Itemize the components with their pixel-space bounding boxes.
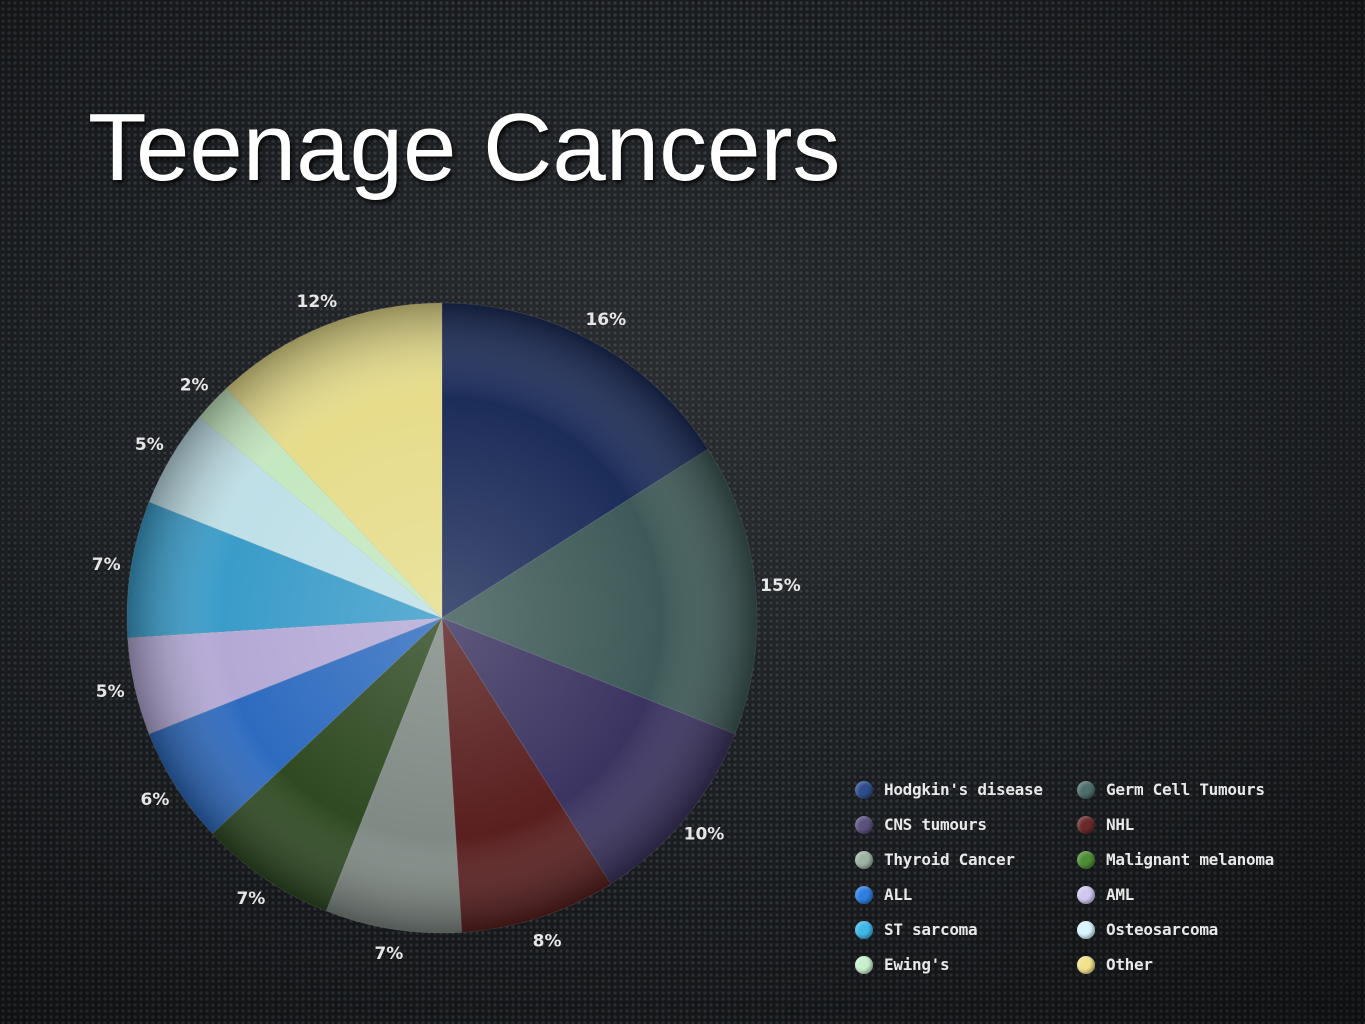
legend-item-ewing-s: Ewing's	[855, 953, 1077, 976]
legend-swatch	[1077, 780, 1095, 799]
legend-item-osteosarcoma: Osteosarcoma	[1077, 918, 1317, 941]
legend-item-all: ALL	[855, 883, 1077, 906]
pie-label-cns-tumours: 10%	[684, 825, 725, 845]
legend-label: Germ Cell Tumours	[1106, 780, 1265, 799]
legend-swatch	[855, 885, 873, 904]
pie-label-osteosarcoma: 5%	[135, 435, 164, 455]
legend-label: Malignant melanoma	[1106, 850, 1274, 869]
pie-label-nhl: 8%	[533, 931, 562, 951]
legend-label: Hodgkin's disease	[884, 780, 1043, 799]
legend-label: NHL	[1106, 815, 1134, 834]
legend-swatch	[855, 850, 873, 869]
legend-label: Thyroid Cancer	[884, 850, 1015, 869]
legend-swatch	[1077, 885, 1095, 904]
legend-item-hodgkin-s-disease: Hodgkin's disease	[855, 778, 1077, 801]
legend-item-aml: AML	[1077, 883, 1317, 906]
pie-label-thyroid-cancer: 7%	[374, 944, 403, 964]
legend-swatch	[855, 955, 873, 974]
legend-swatch	[855, 780, 873, 799]
legend-label: ALL	[884, 885, 912, 904]
legend-label: CNS tumours	[884, 815, 987, 834]
legend-item-nhl: NHL	[1077, 813, 1317, 836]
pie-gloss-overlay	[127, 303, 757, 933]
legend-item-other: Other	[1077, 953, 1317, 976]
legend-swatch	[855, 920, 873, 939]
pie-label-st-sarcoma: 7%	[92, 555, 121, 575]
pie-label-aml: 5%	[96, 682, 125, 702]
legend-label: Osteosarcoma	[1106, 920, 1218, 939]
legend-item-germ-cell-tumours: Germ Cell Tumours	[1077, 778, 1317, 801]
legend-item-malignant-melanoma: Malignant melanoma	[1077, 848, 1317, 871]
legend-item-st-sarcoma: ST sarcoma	[855, 918, 1077, 941]
pie-label-malignant-melanoma: 7%	[236, 889, 265, 909]
pie-label-ewing-s: 2%	[180, 375, 209, 395]
legend-swatch	[1077, 920, 1095, 939]
chart-legend: Hodgkin's disease Germ Cell Tumours CNS tu…	[855, 778, 1325, 976]
pie-label-germ-cell-tumours: 15%	[760, 576, 801, 596]
pie-label-other: 12%	[296, 292, 337, 312]
pie-slices	[126, 302, 758, 934]
slide-title: Teenage Cancers	[88, 94, 841, 201]
legend-swatch	[855, 815, 873, 834]
legend-item-thyroid-cancer: Thyroid Cancer	[855, 848, 1077, 871]
legend-item-cns-tumours: CNS tumours	[855, 813, 1077, 836]
pie-labels: 16% 15% 10% 8% 7% 7% 6% 5% 7% 5% 2% 12%	[92, 292, 801, 964]
legend-label: Ewing's	[884, 955, 950, 974]
legend-label: AML	[1106, 885, 1134, 904]
legend-swatch	[1077, 955, 1095, 974]
legend-label: Other	[1106, 955, 1153, 974]
pie-label-hodgkin-s-disease: 16%	[585, 310, 626, 330]
pie-label-all: 6%	[140, 790, 169, 810]
legend-swatch	[1077, 815, 1095, 834]
legend-swatch	[1077, 850, 1095, 869]
legend-label: ST sarcoma	[884, 920, 978, 939]
